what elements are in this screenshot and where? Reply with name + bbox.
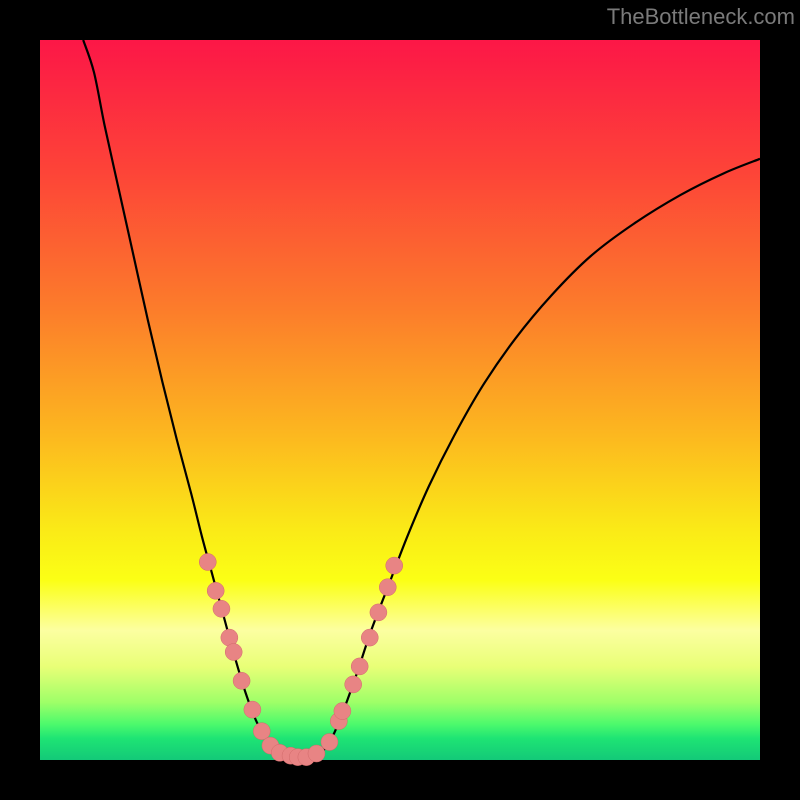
data-dot [308, 745, 325, 762]
data-dot [253, 723, 270, 740]
data-dot [334, 703, 351, 720]
data-dot [244, 701, 261, 718]
bottleneck-chart: TheBottleneck.com [0, 0, 800, 800]
data-dot [386, 557, 403, 574]
data-dot [351, 658, 368, 675]
data-dot [361, 629, 378, 646]
data-dot [213, 600, 230, 617]
data-dot [379, 579, 396, 596]
data-dot [207, 582, 224, 599]
data-dot [199, 554, 216, 571]
watermark-text: TheBottleneck.com [607, 4, 795, 29]
data-dot [225, 644, 242, 661]
data-dot [345, 676, 362, 693]
plot-background [40, 40, 760, 760]
data-dot [233, 672, 250, 689]
data-dot [370, 604, 387, 621]
data-dot [321, 734, 338, 751]
